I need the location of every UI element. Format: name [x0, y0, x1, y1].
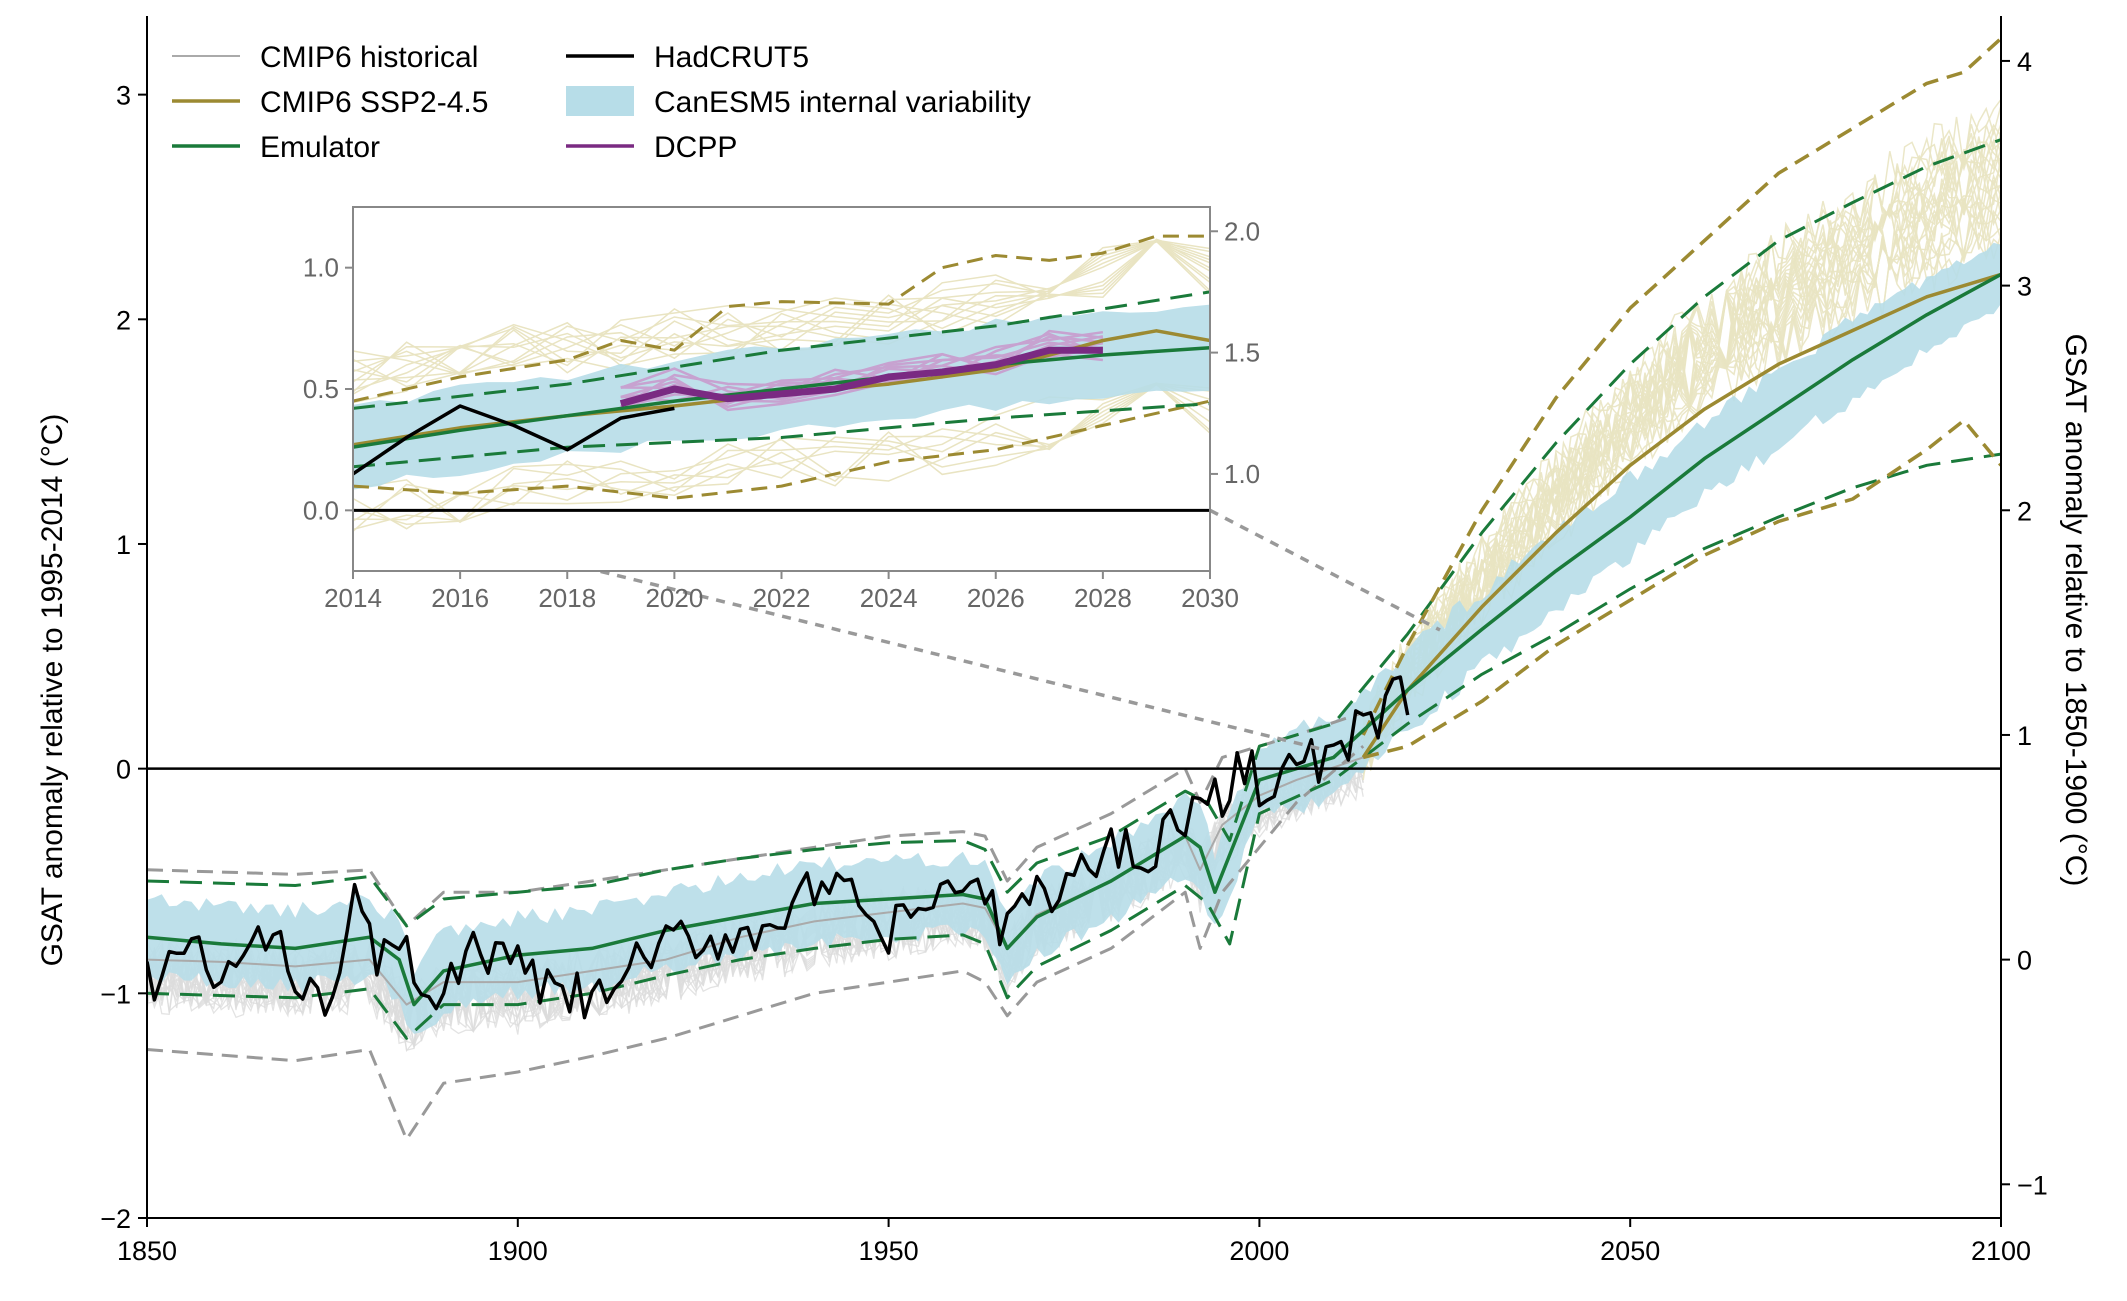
y-tick-label-left: −2: [100, 1204, 131, 1234]
inset-y-tick-label-right: 1.5: [1224, 338, 1260, 368]
inset-emulator-5pct-line: [353, 402, 1210, 469]
inset-connector-right: [1209, 508, 1441, 632]
inset-y-tick-label-left: 0.0: [303, 495, 339, 525]
inset-ssp245-member: [353, 239, 1210, 393]
legend-emulator-label: Emulator: [260, 131, 380, 164]
y-axis-label-right: GSAT anomaly relative to 1850-1900 (°C): [2059, 334, 2092, 887]
inset-x-tick-label: 2028: [1074, 583, 1132, 613]
y-tick-label-right: 1: [2017, 721, 2032, 751]
main-plot: [147, 37, 2001, 1141]
y-tick-label-left: 2: [116, 305, 131, 335]
cmip6-ssp245-member: [1362, 98, 2001, 773]
x-tick-label: 1850: [117, 1236, 177, 1266]
cmip6-ssp245-member: [1362, 123, 2001, 755]
legend-cmip6-historical-label: CMIP6 historical: [260, 41, 478, 74]
inset-emulator-95pct-line: [353, 290, 1210, 410]
inset-y-tick-label-right: 2.0: [1224, 216, 1260, 246]
y-tick-label-left: 1: [116, 530, 131, 560]
y-tick-label-left: −1: [100, 979, 131, 1009]
cmip6-ssp245-95pct-line: [1361, 37, 2001, 736]
inset-x-tick-label: 2014: [324, 583, 382, 613]
x-tick-label: 2000: [1229, 1236, 1289, 1266]
inset-x-tick-label: 2022: [753, 583, 811, 613]
inset-emulator-line: [353, 345, 1210, 449]
inset-y-tick-label-left: 1.0: [303, 253, 339, 283]
inset-area: [353, 234, 1210, 532]
y-tick-label-right: 2: [2017, 496, 2032, 526]
inset-x-tick-label: 2024: [860, 583, 918, 613]
legend-cmip6-ssp2-4-5-label: CMIP6 SSP2-4.5: [260, 86, 488, 119]
inset-y-tick-label-right: 1.0: [1224, 459, 1260, 489]
x-tick-label: 1900: [488, 1236, 548, 1266]
cmip6-ssp245-mean-line: [1361, 272, 2001, 759]
inset-x-tick-label: 2016: [431, 583, 489, 613]
inset-hadcrut5-line: [353, 404, 675, 476]
cmip6-historical-95pct-line: [147, 711, 1364, 928]
cmip6-ssp245-member: [1362, 139, 2001, 754]
x-tick-label: 2100: [1971, 1236, 2031, 1266]
inset-plot: 2014 2016 2018 2020 2022 2024 2026 2028 2030 0.0 0…: [303, 206, 1441, 752]
inset-x-tick-label: 2026: [967, 583, 1025, 613]
inset-x-tick-label: 2018: [538, 583, 596, 613]
inset-dcpp-mean-line: [619, 346, 1103, 407]
y-tick-label-left: 0: [116, 755, 131, 785]
x-tick-label: 2050: [1600, 1236, 1660, 1266]
inset-ssp245-95pct-line: [353, 234, 1210, 403]
x-tick-label: 1950: [859, 1236, 919, 1266]
y-tick-label-right: 3: [2017, 272, 2032, 302]
legend-dcpp-label: DCPP: [654, 131, 737, 164]
y-tick-label-right: 0: [2017, 946, 2032, 976]
cmip6-ssp245-5pct-line: [1362, 418, 2001, 760]
inset-y-tick-label-left: 0.5: [303, 374, 339, 404]
emulator-95pct-line: [147, 138, 2001, 928]
inset-ssp245-5pct-line: [353, 399, 1210, 500]
emulator-5pct-line: [147, 452, 2001, 1040]
cmip6-historical-5pct-line: [147, 745, 1365, 1141]
legend-canesm5-internal-variability-swatch: [566, 86, 634, 116]
inset-connector-left: [352, 508, 1326, 752]
main-plot-area: [147, 37, 2001, 1141]
legend-hadcrut5-label: HadCRUT5: [654, 41, 809, 74]
inset-ssp245-member: [353, 238, 1210, 395]
inset-ssp245-member: [353, 382, 1210, 532]
inset-x-tick-label: 2030: [1181, 583, 1239, 613]
cmip6-historical-mean-line: [147, 756, 1364, 1006]
cmip6-ssp245-member: [1363, 141, 2001, 761]
y-tick-label-right: −1: [2017, 1170, 2048, 1200]
y-axis-label-left: GSAT anomaly relative to 1995-2014 (°C): [36, 414, 69, 967]
legend: CMIP6 historical CMIP6 SSP2-4.5 Emulator Ha…: [172, 41, 1031, 164]
axes: 1850 1900 1950 2000 2050 2100 −2 −1 0 1 2 3 −1 0 1 2 3 4: [100, 16, 2048, 1266]
cmip6-ssp245-member: [1362, 105, 2001, 730]
hadcrut5-line: [147, 675, 1410, 1020]
y-tick-label-left: 3: [116, 81, 131, 111]
emulator-line: [147, 272, 2001, 1007]
inset-x-tick-label: 2020: [645, 583, 703, 613]
legend-canesm5-internal-variability-label: CanESM5 internal variability: [654, 86, 1031, 119]
y-tick-label-right: 4: [2017, 47, 2032, 77]
